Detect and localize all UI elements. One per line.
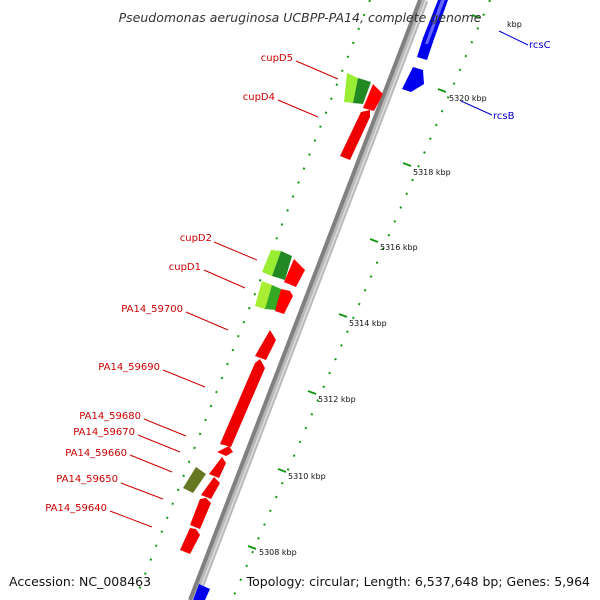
reverse-strand-genes <box>180 73 383 554</box>
kbp-tick-label: kbp <box>507 20 522 29</box>
forward-strand-genes <box>193 0 448 600</box>
leader-line-rcsC <box>498 30 529 46</box>
kbp-tick-label: 5316 kbp <box>380 243 418 252</box>
kbp-tick-mark <box>369 238 379 243</box>
gene-arrow-cupD2-dark <box>272 251 292 280</box>
topology-summary: Topology: circular; Length: 6,537,648 bp… <box>246 574 590 589</box>
gene-arrow-PA14_59640[interactable] <box>190 498 211 529</box>
leader-line-PA14_59660 <box>129 454 173 473</box>
gene-label-cupD5[interactable]: cupD5 <box>261 53 293 64</box>
gene-arrow-PA14_59680[interactable] <box>220 359 265 447</box>
gene-label-cupD4[interactable]: cupD4 <box>243 92 275 103</box>
gene-label-PA14_59670[interactable]: PA14_59670 <box>73 427 135 438</box>
gene-label-PA14_59700[interactable]: PA14_59700 <box>121 304 183 315</box>
kbp-tick-mark <box>277 468 287 473</box>
leader-line-PA14_59700 <box>185 311 229 331</box>
gene-arrow-cupD2 <box>262 250 281 276</box>
backbone-line <box>188 0 422 600</box>
inner-dotted-track <box>134 0 371 600</box>
kbp-tick-label: 5310 kbp <box>288 472 326 481</box>
gene-arrow[interactable] <box>193 584 210 600</box>
gene-arrow-rcsB[interactable] <box>402 67 424 92</box>
gene-arrow-cupD4-lower[interactable] <box>340 110 370 160</box>
gene-label-rcsB[interactable]: rcsB <box>493 111 515 122</box>
gene-label-cupD2[interactable]: cupD2 <box>180 233 212 244</box>
kbp-tick-label: 5312 kbp <box>318 395 356 404</box>
leader-line-PA14_59690 <box>162 369 206 388</box>
gene-label-cupD1[interactable]: cupD1 <box>169 262 201 273</box>
kbp-tick-label: 5308 kbp <box>259 548 297 557</box>
kbp-tick-mark <box>402 162 412 167</box>
gene-arrow-olive <box>183 467 206 493</box>
gene-arrow-PA14_59700-red[interactable] <box>284 259 305 287</box>
accession-label: Accession: NC_008463 <box>9 574 151 589</box>
gene-labels: rcsC rcsB cupD5 cupD4 cupD2 cupD1 PA14_5… <box>45 40 550 514</box>
leader-line-cupD4 <box>277 99 319 118</box>
kbp-tick-label: 5314 kbp <box>349 319 387 328</box>
leader-line-cupD5 <box>295 60 339 80</box>
leader-line-PA14_59640 <box>109 510 153 528</box>
kbp-tick-mark <box>247 545 257 550</box>
kbp-tick-label: 5318 kbp <box>413 168 451 177</box>
gene-arrow[interactable] <box>180 528 200 554</box>
gene-label-PA14_59640[interactable]: PA14_59640 <box>45 503 107 514</box>
leader-line-cupD2 <box>213 241 258 261</box>
gene-arrow-PA14_59660[interactable] <box>209 457 226 478</box>
gene-arrow-PA14_59670[interactable] <box>217 446 233 456</box>
leader-line-PA14_59650 <box>120 482 164 500</box>
gene-label-PA14_59650[interactable]: PA14_59650 <box>56 474 118 485</box>
gene-label-PA14_59680[interactable]: PA14_59680 <box>79 411 141 422</box>
kbp-tick-label: 5320 kbp <box>449 94 487 103</box>
leader-line-PA14_59680 <box>143 418 187 437</box>
gene-arrow-PA14_59650[interactable] <box>201 477 220 499</box>
gene-arrow-PA14_59690[interactable] <box>255 330 276 360</box>
kbp-tick-mark <box>338 313 348 318</box>
gene-highlight <box>425 0 445 44</box>
backbone-track <box>188 0 429 600</box>
kbp-tick-marks <box>247 14 481 550</box>
kbp-tick-mark <box>471 14 481 19</box>
genome-title: Pseudomonas aeruginosa UCBPP-PA14, compl… <box>119 10 482 25</box>
kbp-tick-labels: 5308 kbp 5310 kbp 5312 kbp 5314 kbp 5316… <box>259 20 522 557</box>
backbone-shadow <box>189 0 429 600</box>
leader-line-cupD1 <box>203 269 246 289</box>
gene-label-rcsC[interactable]: rcsC <box>529 40 551 51</box>
gene-arrow[interactable] <box>275 289 293 314</box>
gene-label-PA14_59690[interactable]: PA14_59690 <box>98 362 160 373</box>
gene-label-PA14_59660[interactable]: PA14_59660 <box>65 448 127 459</box>
kbp-tick-mark <box>307 390 317 395</box>
kbp-tick-mark <box>437 88 447 93</box>
leader-line-rcsB <box>460 100 493 116</box>
gene-arrow-cupD5-dark <box>353 78 371 104</box>
gene-arrow-cupD1 <box>255 281 272 309</box>
gene-arrow-cupD4[interactable] <box>363 84 383 111</box>
leader-line-PA14_59670 <box>137 434 181 453</box>
backbone-highlight <box>195 0 427 600</box>
gene-leader-lines <box>109 30 529 528</box>
